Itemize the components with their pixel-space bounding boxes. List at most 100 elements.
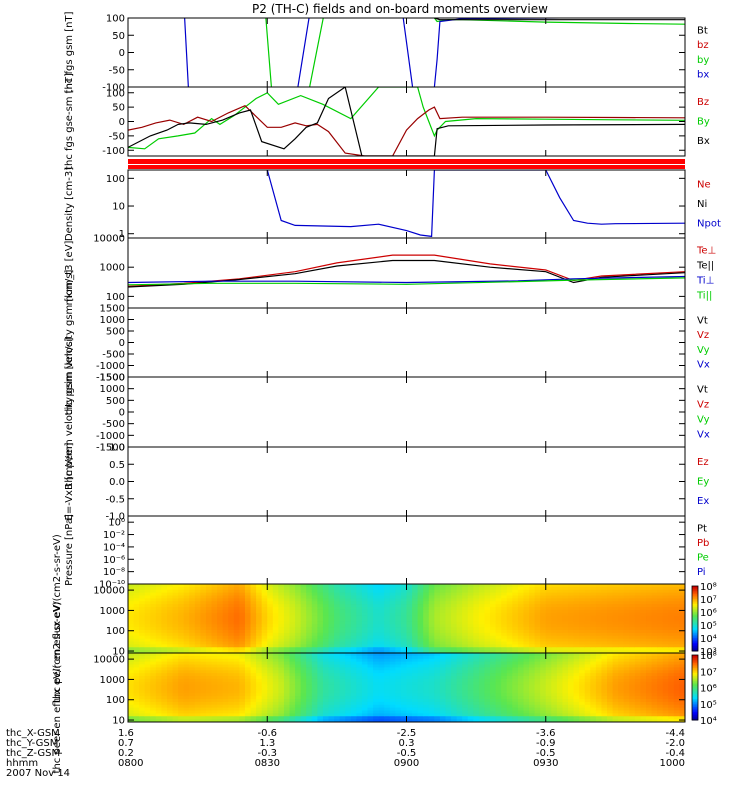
heatmap-cell xyxy=(189,693,196,697)
heatmap-cell xyxy=(367,670,374,674)
heatmap-cell xyxy=(267,716,274,720)
heatmap-cell xyxy=(473,701,480,706)
heatmap-cell xyxy=(618,667,625,671)
heatmap-cell xyxy=(551,650,558,653)
heatmap-cell xyxy=(339,607,346,611)
heatmap-cell xyxy=(423,598,430,602)
heatmap-cell xyxy=(373,687,380,691)
heatmap-cell xyxy=(434,644,441,648)
heatmap-cell xyxy=(166,647,174,651)
heatmap-cell xyxy=(222,716,229,720)
heatmap-cell xyxy=(534,615,541,620)
heatmap-cell xyxy=(412,589,419,594)
heatmap-cell xyxy=(161,595,168,599)
heatmap-cell xyxy=(540,584,547,588)
heatmap-cell xyxy=(467,635,474,640)
heatmap-cell xyxy=(267,678,274,683)
heatmap-cell xyxy=(166,670,174,674)
heatmap-cell xyxy=(378,638,385,643)
heatmap-cell xyxy=(311,624,318,628)
heatmap-cell xyxy=(317,615,324,620)
heatmap-cell xyxy=(189,719,196,722)
heatmap-cell xyxy=(523,638,530,643)
heatmap-cell xyxy=(423,632,430,637)
heatmap-cell xyxy=(233,687,240,691)
heatmap-cell xyxy=(462,687,469,691)
heatmap-cell xyxy=(256,584,263,588)
heatmap-cell xyxy=(501,595,508,599)
heatmap-cell xyxy=(178,627,185,631)
heatmap-cell xyxy=(473,609,480,614)
heatmap-cell xyxy=(166,719,174,722)
heatmap-cell xyxy=(406,716,413,720)
heatmap-cell xyxy=(367,598,374,602)
heatmap-cell xyxy=(540,638,547,643)
heatmap-cell xyxy=(657,630,664,634)
heatmap-cell xyxy=(662,592,669,597)
heatmap-cell xyxy=(478,664,486,668)
heatmap-cell xyxy=(451,601,458,605)
y-tick-label: -100 xyxy=(102,146,125,157)
heatmap-cell xyxy=(166,607,174,611)
legend-entry: Pi xyxy=(697,567,706,578)
heatmap-cell xyxy=(228,635,235,640)
heatmap-cell xyxy=(473,586,480,591)
heatmap-cell xyxy=(378,618,385,622)
heatmap-cell xyxy=(139,661,146,666)
heatmap-cell xyxy=(651,638,658,643)
heatmap-cell xyxy=(462,676,469,680)
y-tick-label: -1500 xyxy=(96,443,125,454)
heatmap-cell xyxy=(217,690,224,694)
heatmap-cell xyxy=(562,635,569,640)
heatmap-cell xyxy=(478,615,486,620)
colorbar-frame xyxy=(691,585,699,652)
heatmap-cell xyxy=(556,638,564,643)
heatmap-cell xyxy=(128,658,135,663)
heatmap-cell xyxy=(211,604,218,608)
heatmap-cell xyxy=(378,621,385,625)
heatmap-cell xyxy=(423,704,430,709)
heatmap-cell xyxy=(568,676,575,680)
y-tick-label: 500 xyxy=(106,396,125,407)
heatmap-cell xyxy=(150,604,157,608)
heatmap-cell xyxy=(339,696,346,700)
heatmap-cell xyxy=(200,667,207,671)
heatmap-cell xyxy=(172,696,179,700)
heatmap-cell xyxy=(256,661,263,666)
heatmap-cell xyxy=(267,604,274,608)
heatmap-cell xyxy=(300,592,307,597)
heatmap-cell xyxy=(417,707,424,712)
heatmap-cell xyxy=(244,655,252,660)
heatmap-cell xyxy=(328,696,335,700)
heatmap-cell xyxy=(166,641,174,645)
heatmap-cell xyxy=(367,710,374,714)
heatmap-cell xyxy=(595,604,603,608)
heatmap-cell xyxy=(328,621,335,625)
heatmap-cell xyxy=(345,690,352,694)
heatmap-cell xyxy=(640,676,647,680)
heatmap-cell xyxy=(395,678,402,683)
heatmap-cell xyxy=(573,615,580,620)
heatmap-cell xyxy=(618,676,625,680)
heatmap-cell xyxy=(490,701,497,706)
heatmap-cell xyxy=(200,607,207,611)
heatmap-cell xyxy=(283,607,291,611)
heatmap-cell xyxy=(217,710,224,714)
heatmap-cell xyxy=(423,641,430,645)
heatmap-cell xyxy=(328,673,335,677)
heatmap-cell xyxy=(439,716,447,720)
heatmap-cell xyxy=(412,696,419,700)
heatmap-cell xyxy=(361,670,369,674)
heatmap-cell xyxy=(484,664,491,668)
heatmap-cell xyxy=(495,655,502,660)
heatmap-cell xyxy=(345,607,352,611)
heatmap-cell xyxy=(311,719,318,722)
heatmap-cell xyxy=(423,699,430,703)
heatmap-cell xyxy=(584,690,591,694)
heatmap-cell xyxy=(278,696,285,700)
heatmap-cell xyxy=(373,595,380,599)
heatmap-cell xyxy=(523,664,530,668)
heatmap-cell xyxy=(590,584,597,588)
heatmap-cell xyxy=(339,664,346,668)
heatmap-cell xyxy=(144,653,151,657)
